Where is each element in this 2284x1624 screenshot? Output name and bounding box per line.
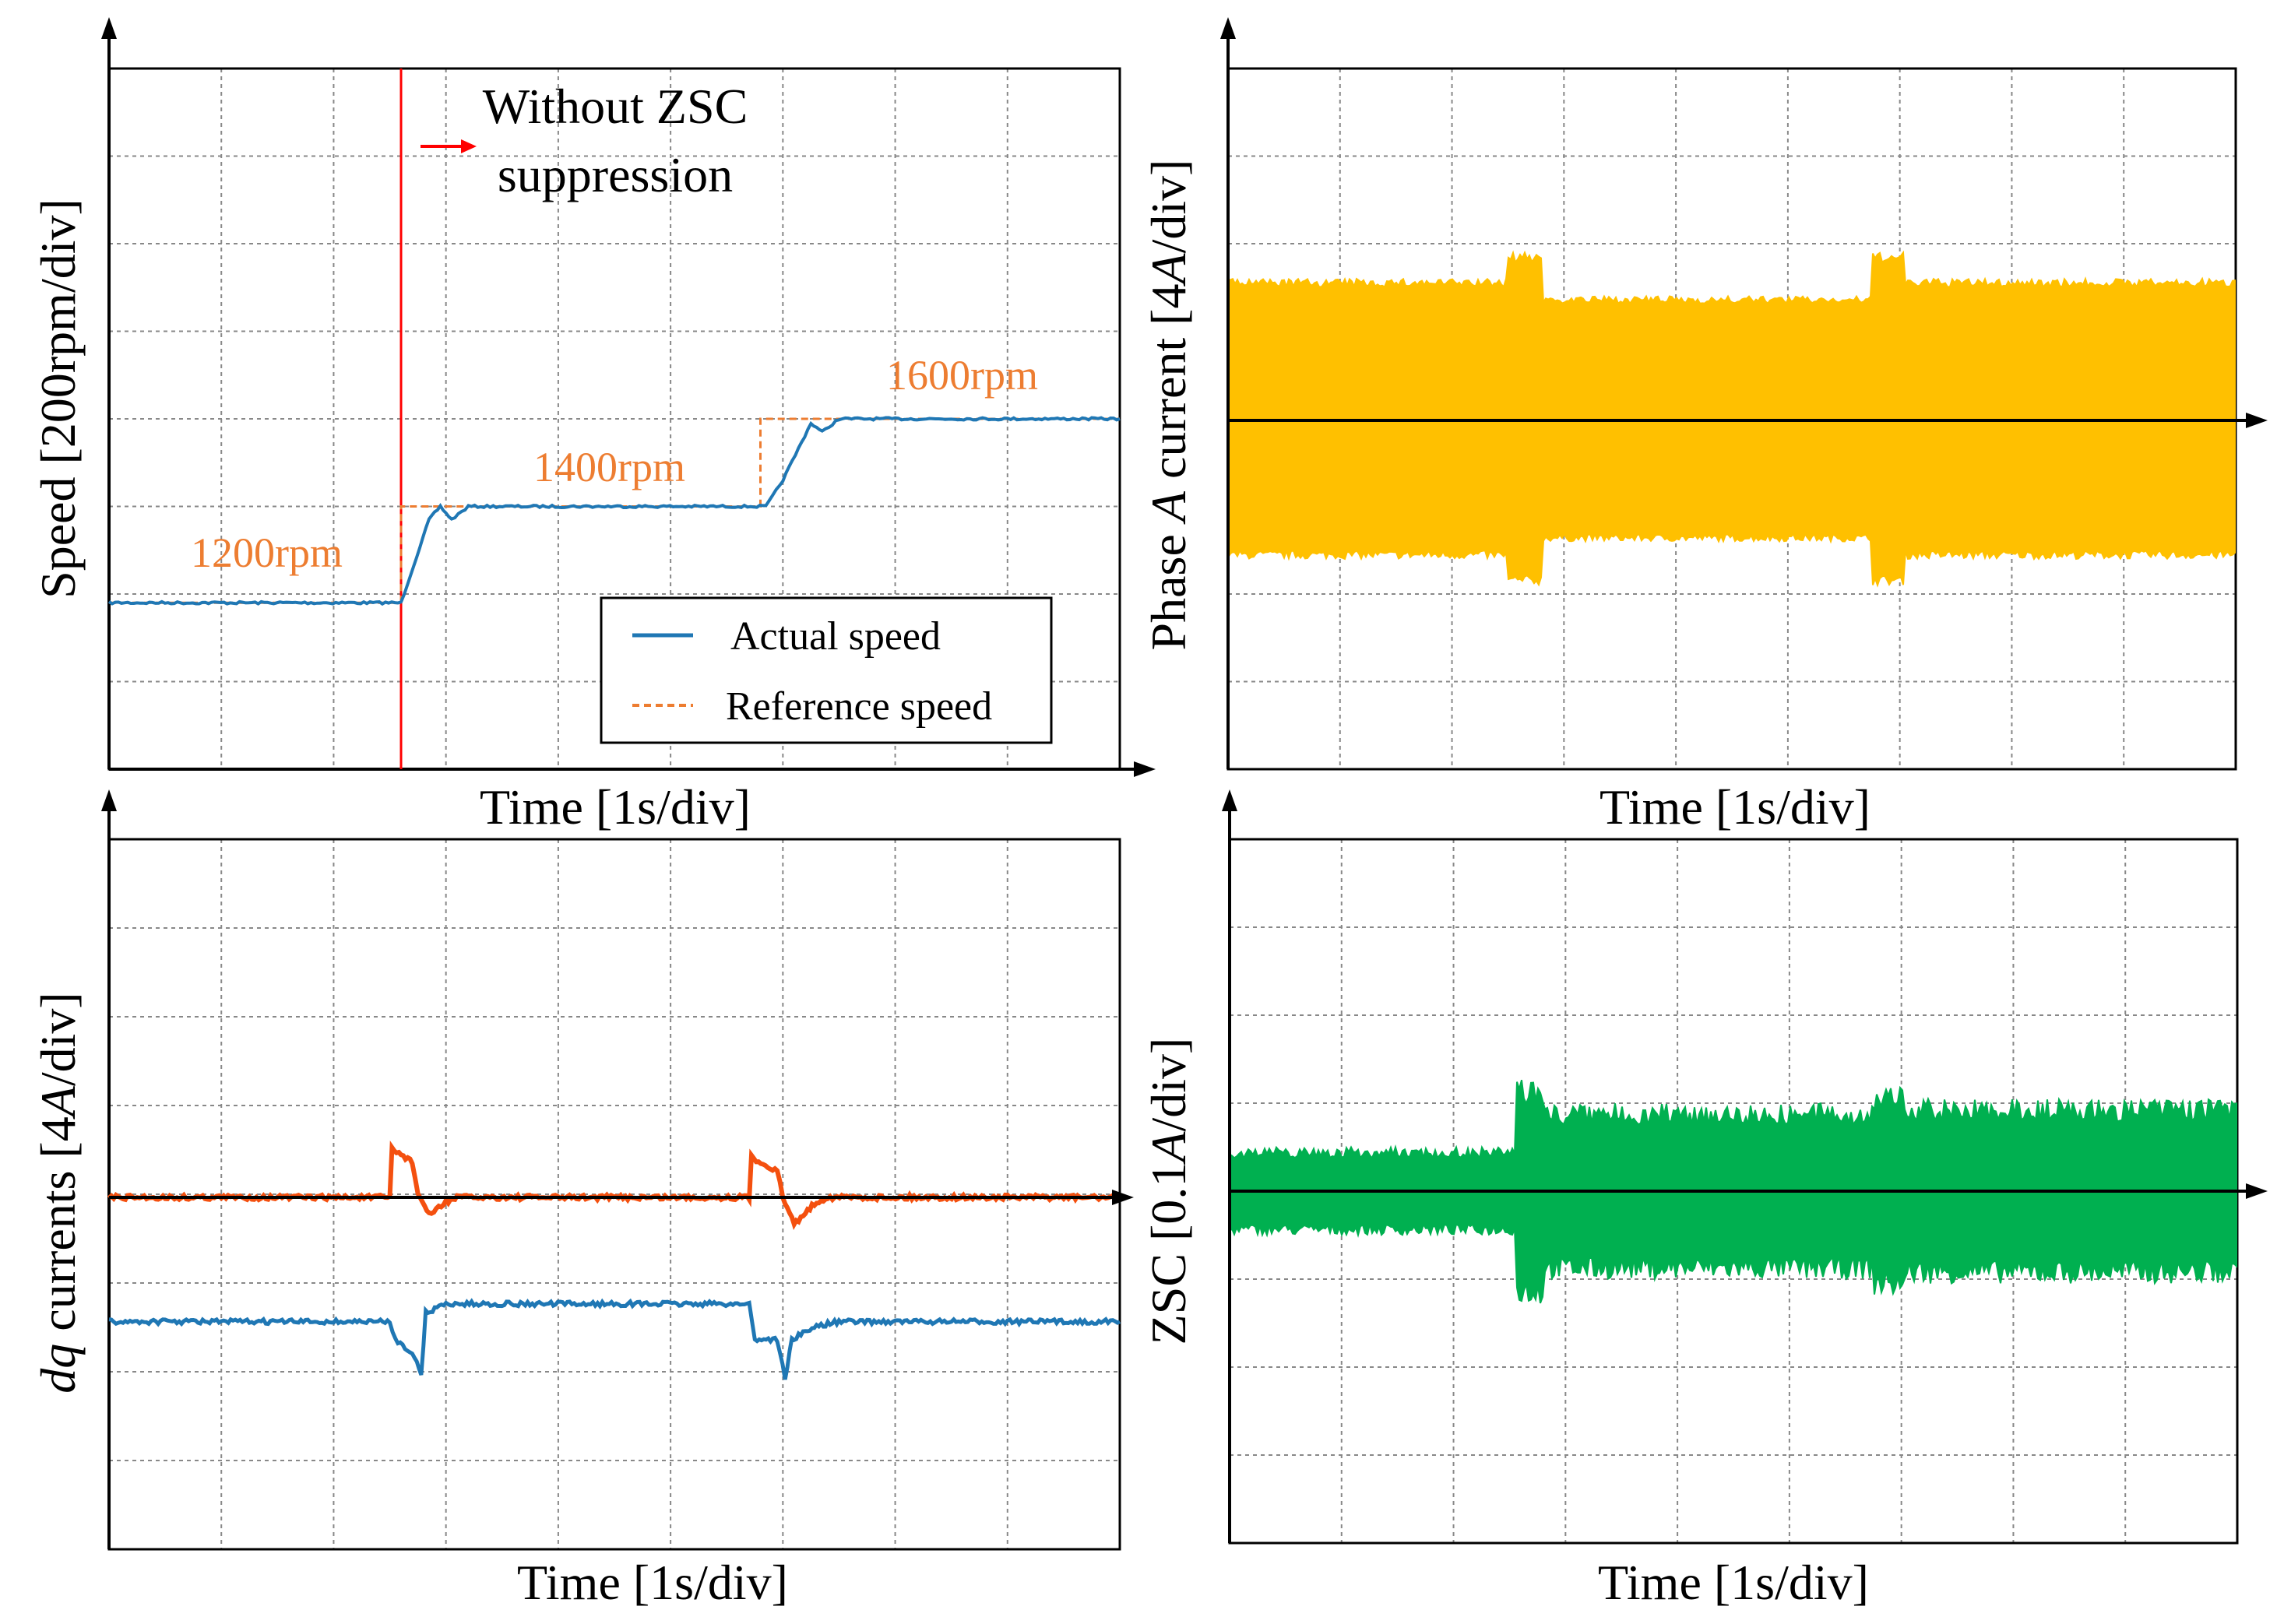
event-label-line2: suppression — [498, 147, 733, 202]
legend-label-actual: Actual speed — [730, 614, 941, 659]
speed-label-1600: 1600rpm — [886, 352, 1038, 399]
panel-speed: Without ZSC suppression 1200rpm 1400rpm … — [30, 17, 1156, 835]
y-axis-arrowhead — [1222, 789, 1237, 811]
zero-axis-arrowhead — [2246, 413, 2268, 428]
actual-speed-line — [107, 416, 1121, 606]
legend-box — [600, 596, 1053, 744]
panel-zsc: Time [1s/div] ZSC [0.1A/div] — [1141, 789, 2268, 1610]
x-axis-label: Time [1s/div] — [1600, 779, 1870, 835]
y-axis-label: ZSC [0.1A/div] — [1141, 1038, 1196, 1345]
y-axis-label: Phase A current [4A/div] — [1141, 160, 1196, 651]
grid — [109, 839, 1120, 1549]
event-label-line1: Without ZSC — [483, 79, 748, 134]
legend-label-reference: Reference speed — [726, 684, 992, 729]
y-axis-arrowhead — [101, 789, 117, 811]
speed-label-1400: 1400rpm — [533, 444, 685, 490]
zero-axis-arrowhead — [2246, 1183, 2268, 1199]
panel-phase-a-current: Time [1s/div] Phase A current [4A/div] — [1141, 17, 2268, 835]
d-current-trace — [107, 1140, 1121, 1230]
speed-label-1200: 1200rpm — [191, 529, 343, 576]
y-axis-label: Speed [200rpm/div] — [30, 199, 86, 599]
legend: Actual speed Reference speed — [600, 596, 1053, 744]
y-axis-label: dq currents [4A/div] — [30, 992, 86, 1393]
y-axis-arrowhead — [101, 17, 117, 39]
zero-axis-arrowhead — [1112, 1190, 1134, 1205]
x-axis-label: Time [1s/div] — [1598, 1555, 1869, 1610]
x-axis-label: Time [1s/div] — [480, 779, 751, 835]
y-axis-arrowhead — [1220, 17, 1236, 39]
x-axis-arrowhead — [1134, 761, 1156, 777]
q-current-trace — [108, 1298, 1121, 1380]
panel-dq-currents: Time [1s/div] dq currents [4A/div] — [30, 789, 1134, 1610]
event-arrowhead — [461, 139, 477, 153]
x-axis-label: Time [1s/div] — [517, 1555, 788, 1610]
